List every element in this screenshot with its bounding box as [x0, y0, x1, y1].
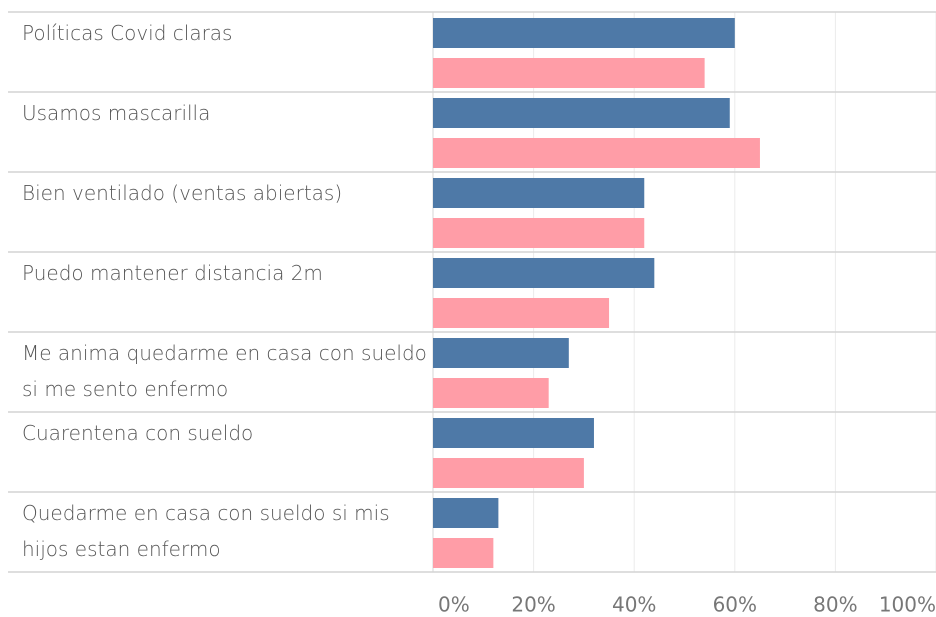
bar [433, 298, 610, 328]
bar [433, 338, 569, 368]
x-tick-label: 0% [438, 593, 470, 617]
bar [433, 418, 594, 448]
bar [433, 98, 730, 128]
category-label: Me anima quedarme en casa con sueldo si … [22, 341, 427, 401]
category-label: Quedarme en casa con sueldo si mis hijos… [22, 501, 390, 561]
bar [433, 378, 549, 408]
category-label: Políticas Covid claras [22, 21, 233, 45]
x-tick-label: 60% [713, 593, 757, 617]
bar [433, 538, 494, 568]
category-label: Usamos mascarilla [22, 101, 211, 125]
x-tick-label: 20% [511, 593, 555, 617]
x-tick-label: 80% [813, 593, 857, 617]
bar [433, 458, 584, 488]
bar [433, 218, 645, 248]
bar [433, 178, 645, 208]
bar [433, 258, 655, 288]
x-tick-label: 100% [879, 593, 936, 617]
category-label: Puedo mantener distancia 2m [22, 261, 323, 285]
category-label: Bien ventilado (ventas abiertas) [22, 181, 343, 205]
x-tick-label: 40% [612, 593, 656, 617]
bar [433, 58, 705, 88]
bar [433, 18, 735, 48]
bar [433, 498, 499, 528]
bar [433, 138, 760, 168]
category-label: Cuarentena con sueldo [22, 421, 254, 445]
